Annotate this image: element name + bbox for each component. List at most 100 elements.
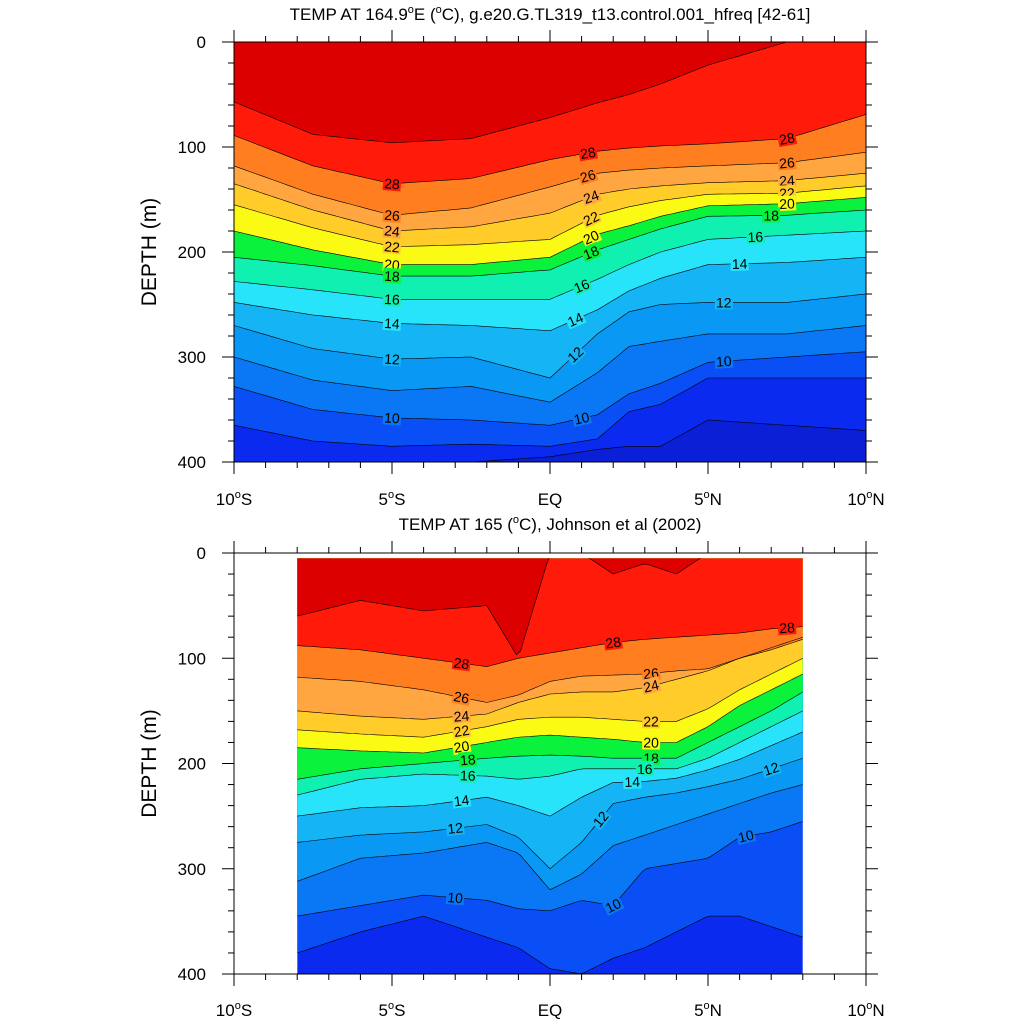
contour-label-text: 24: [642, 676, 661, 695]
contour-label-text: 10: [736, 826, 755, 845]
isotherm-line: [297, 757, 803, 870]
isotherm-band: [297, 558, 803, 655]
contour-label-text: 14: [453, 792, 471, 810]
isotherm-line: [234, 197, 866, 265]
contour-label-text: 26: [578, 166, 598, 186]
isotherm-line: [234, 152, 866, 216]
isotherm-line: [297, 691, 803, 780]
y-axis-label: DEPTH (m): [138, 709, 161, 818]
contour-label-text: 22: [643, 713, 659, 729]
contour-label: 22: [382, 237, 402, 256]
contour-label: 16: [382, 290, 402, 308]
contour-label: 28: [451, 654, 472, 672]
isotherm-line: [297, 710, 803, 796]
x-tick-label: 10oN: [847, 1000, 884, 1020]
y-tick-label: 0: [197, 33, 206, 52]
contour-label-text: 14: [384, 315, 401, 332]
contour-label: 26: [382, 206, 402, 224]
chart-title: TEMP AT 165 (oC), Johnson et al (2002): [399, 514, 702, 534]
contour-label-text: 16: [571, 275, 592, 296]
isotherm-line: [297, 673, 803, 754]
x-tick-label: 5oN: [694, 1000, 722, 1020]
isotherm-line: [234, 209, 866, 277]
y-axis-label: DEPTH (m): [138, 198, 161, 307]
contour-label: 10: [382, 409, 402, 426]
contour-label: 10: [714, 352, 734, 370]
contour-label-text: 26: [779, 154, 796, 171]
contour-label: 24: [640, 676, 662, 696]
isotherm-line: [297, 639, 803, 703]
contour-label-text: 14: [624, 774, 640, 791]
contour-label: 18: [762, 207, 781, 224]
x-tick-label: 5oS: [379, 489, 406, 509]
contour-label-text: 18: [763, 207, 779, 223]
contour-label: 20: [451, 737, 472, 756]
contour-label: 28: [777, 619, 797, 636]
contour-fill-area: 2828282626262424242222222020201818181616…: [234, 42, 866, 462]
contour-label-text: 20: [643, 734, 659, 750]
contour-label-text: 16: [637, 761, 653, 777]
isotherm-line: [234, 257, 866, 332]
contour-label: 12: [445, 819, 465, 837]
isotherm-line: [297, 658, 803, 738]
isotherm-line: [234, 173, 866, 232]
contour-label: 28: [577, 143, 598, 162]
contour-label-text: 14: [732, 256, 748, 272]
contour-label-text: 20: [779, 195, 796, 212]
contour-label: 24: [451, 707, 472, 725]
x-tick-label: EQ: [538, 490, 563, 509]
contour-label: 26: [777, 154, 797, 171]
contour-label-text: 28: [778, 129, 796, 148]
contour-label: 10: [735, 826, 757, 846]
contour-label-text: 28: [453, 654, 471, 672]
contour-label: 12: [563, 342, 587, 366]
contour-label: 22: [642, 713, 661, 729]
contour-label: 18: [382, 267, 402, 285]
contour-label-text: 10: [715, 353, 732, 370]
x-tick-label: EQ: [538, 1001, 563, 1020]
contour-label: 16: [635, 760, 654, 777]
contour-label-text: 12: [761, 759, 781, 779]
y-tick-label: 400: [178, 965, 206, 984]
isotherm-line: [234, 325, 866, 403]
contour-label: 10: [445, 888, 465, 906]
isotherm-band: [234, 42, 866, 143]
y-tick-label: 400: [178, 453, 206, 472]
contour-label: 16: [458, 767, 478, 784]
contour-label: 24: [382, 222, 402, 240]
contour-label: 28: [776, 129, 798, 148]
contour-label: 16: [745, 228, 765, 245]
contour-label-text: 18: [581, 242, 602, 263]
isotherm-line: [297, 821, 803, 917]
isotherm-line: [297, 784, 803, 891]
contour-label: 12: [760, 758, 782, 779]
contour-label: 14: [382, 314, 402, 332]
isotherm-line: [234, 377, 866, 447]
contour-label: 22: [579, 207, 603, 229]
contour-label: 14: [622, 773, 642, 791]
y-tick-label: 300: [178, 860, 206, 879]
contour-label: 22: [451, 721, 472, 740]
contour-label-text: 12: [384, 351, 401, 368]
contour-label: 18: [458, 751, 478, 768]
contour-label-text: 26: [452, 688, 471, 707]
contour-label-text: 18: [459, 751, 476, 768]
isotherm-line: [297, 636, 803, 720]
contour-label-text: 16: [747, 228, 764, 245]
isotherm-line: [297, 626, 803, 668]
isotherm-line: [234, 293, 866, 379]
y-tick-label: 200: [178, 243, 206, 262]
contour-label-text: 10: [447, 889, 464, 906]
contour-label-text: 24: [581, 187, 601, 207]
y-tick-label: 100: [178, 649, 206, 668]
contour-label-text: 28: [604, 634, 622, 652]
contour-label-text: 16: [460, 767, 476, 784]
contour-label-text: 12: [447, 819, 465, 837]
contour-label: 12: [382, 350, 402, 368]
contour-label-text: 20: [452, 737, 470, 755]
contour-label: 28: [603, 633, 624, 652]
contour-label-text: 28: [779, 619, 796, 636]
